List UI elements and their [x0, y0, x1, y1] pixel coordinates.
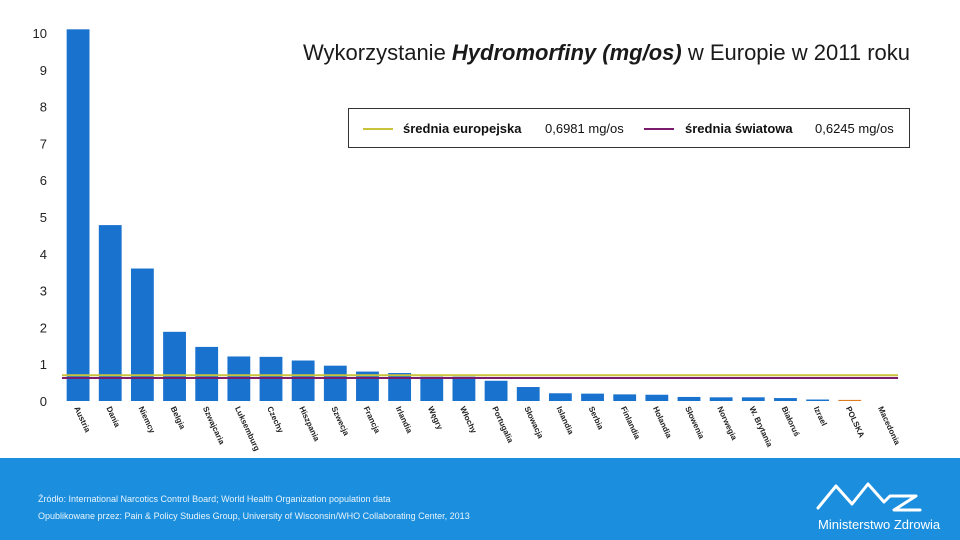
legend-label-world: średnia światowa — [685, 121, 793, 136]
bar — [163, 331, 186, 401]
bar — [838, 399, 862, 401]
x-tick-label: Słowacja — [522, 405, 545, 440]
bar — [98, 225, 122, 401]
x-tick-label: Luksemburg — [233, 405, 261, 452]
bar — [741, 397, 765, 401]
x-tick-label: Słowenia — [683, 405, 706, 441]
legend-value-european: 0,6981 mg/os — [545, 121, 624, 136]
x-tick-label: Portugalia — [490, 405, 515, 445]
legend-swatch-european — [363, 128, 393, 130]
y-tick-label: 1 — [40, 357, 47, 372]
y-tick-label: 8 — [40, 100, 47, 115]
x-tick-label: Czechy — [265, 405, 285, 435]
bar — [548, 393, 572, 401]
x-tick-label: Włochy — [458, 405, 478, 435]
x-tick-label: Finlandia — [619, 405, 642, 441]
x-tick-label: Białoruś — [780, 405, 802, 438]
x-tick-label: Szwajcaria — [201, 405, 227, 446]
y-tick-label: 2 — [40, 320, 47, 335]
x-tick-label: Macedonia — [876, 405, 902, 447]
chart-title: Wykorzystanie Hydromorfiny (mg/os) w Eur… — [0, 40, 910, 66]
bar — [66, 29, 90, 401]
bar — [323, 365, 347, 401]
x-tick-label: Belgia — [169, 405, 188, 431]
bar — [806, 399, 830, 401]
x-tick-label: POLSKA — [844, 405, 866, 439]
legend-swatch-world — [644, 128, 674, 130]
bar — [420, 376, 444, 401]
ministry-logo-icon — [816, 482, 922, 512]
title-emphasis: Hydromorfiny (mg/os) — [451, 40, 682, 65]
y-tick-label: 5 — [40, 210, 47, 225]
bar — [452, 376, 476, 401]
title-suffix: w Europie w 2011 roku — [681, 40, 910, 65]
x-tick-label: Szwecja — [329, 405, 351, 438]
bar — [613, 394, 637, 401]
y-tick-label: 4 — [40, 247, 47, 262]
publisher-note: Opublikowane przez: Pain & Policy Studie… — [38, 511, 470, 521]
bar — [130, 268, 154, 401]
bar — [484, 380, 508, 401]
chart-legend: średnia europejska 0,6981 mg/os średnia … — [348, 108, 910, 148]
x-tick-label: Węgry — [426, 405, 445, 431]
bar — [677, 396, 701, 401]
bar — [516, 387, 540, 401]
y-tick-label: 10 — [33, 26, 47, 41]
footer-bar: Źródło: International Narcotics Control … — [0, 458, 960, 540]
x-tick-label: Francja — [362, 405, 382, 435]
x-tick-label: Norwegia — [715, 405, 739, 442]
x-tick-label: Holandia — [651, 405, 674, 440]
bar — [774, 398, 797, 401]
y-tick-label: 7 — [40, 136, 47, 151]
x-tick-label: Niemcy — [137, 405, 157, 435]
logo-text: Ministerstwo Zdrowia — [818, 517, 941, 532]
title-prefix: Wykorzystanie — [302, 40, 452, 65]
y-tick-label: 6 — [40, 173, 47, 188]
y-tick-label: 0 — [40, 394, 47, 409]
bar — [581, 393, 604, 401]
x-tick-label: Irlandia — [394, 405, 414, 435]
x-tick-label: W. Brytania — [747, 405, 774, 449]
bar — [645, 394, 669, 401]
x-tick-label: Islandia — [555, 405, 576, 436]
bar — [709, 397, 733, 401]
bar-chart: 0 1 2 3 4 5 6 7 8 9 10 Austria Dania Niemcy Belgia Szwa… — [33, 26, 902, 452]
legend-value-world: 0,6245 mg/os — [815, 121, 894, 136]
x-tick-label: Serbia — [587, 405, 606, 431]
legend-label-european: średnia europejska — [403, 121, 522, 136]
bar — [195, 346, 219, 401]
x-tick-label: Austria — [72, 405, 92, 434]
x-tick-label: Dania — [104, 405, 122, 429]
y-tick-label: 9 — [40, 63, 47, 78]
bar — [291, 360, 315, 401]
x-tick-label: Hiszpania — [297, 405, 321, 443]
bar — [388, 373, 412, 401]
x-tick-label: Izrael — [812, 405, 829, 427]
source-note: Źródło: International Narcotics Control … — [38, 494, 391, 504]
y-tick-label: 3 — [40, 284, 47, 299]
